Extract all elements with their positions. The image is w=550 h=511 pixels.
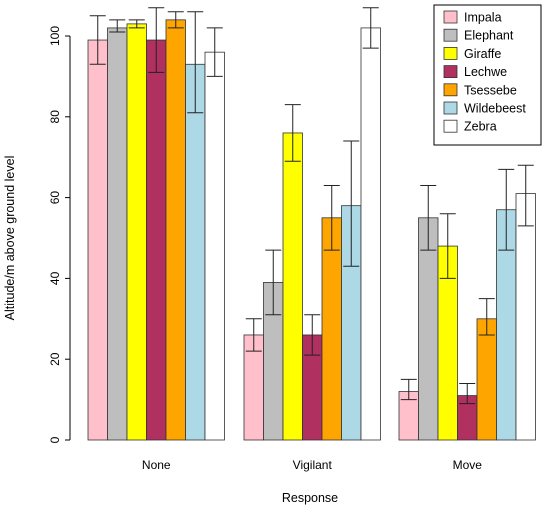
- legend-label-zebra: Zebra: [464, 120, 497, 134]
- error-bar-giraffe-move: [439, 213, 456, 279]
- error-bar-impala-none: [89, 15, 106, 65]
- y-tick-label: 20: [48, 352, 62, 366]
- bar-tsessebe-move: [476, 318, 497, 441]
- legend-label-elephant: Elephant: [464, 29, 514, 43]
- legend-swatch-wildebeest: [443, 101, 458, 115]
- error-bar-tsessebe-none: [167, 11, 184, 29]
- legend-swatch-elephant: [443, 28, 458, 42]
- y-tick-label: 100: [48, 26, 62, 46]
- error-bar-elephant-move: [420, 184, 437, 251]
- bar-impala-none: [87, 39, 108, 441]
- bar-giraffe-none: [126, 23, 147, 441]
- error-bar-wildebeest-none: [187, 11, 204, 114]
- error-bar-giraffe-vigilant: [284, 104, 301, 162]
- bar-tsessebe-none: [165, 19, 186, 441]
- legend-swatch-tsessebe: [443, 83, 458, 97]
- bar-giraffe-vigilant: [282, 132, 303, 441]
- bar-zebra-move: [515, 193, 536, 441]
- y-tick-label: 0: [48, 436, 62, 443]
- error-bar-elephant-vigilant: [265, 249, 282, 316]
- error-bar-lechwe-vigilant: [304, 314, 321, 356]
- bar-elephant-move: [418, 217, 439, 441]
- legend-label-lechwe: Lechwe: [464, 65, 507, 79]
- error-bar-wildebeest-vigilant: [343, 140, 360, 267]
- x-tick-label-none: None: [142, 458, 171, 472]
- y-axis: 0 20 40 60 80 100: [48, 26, 71, 443]
- error-bar-tsessebe-move: [478, 298, 495, 336]
- x-tick-label-vigilant: Vigilant: [293, 458, 333, 472]
- error-bar-impala-move: [400, 378, 417, 401]
- legend-swatch-impala: [443, 10, 458, 24]
- legend-label-giraffe: Giraffe: [464, 47, 501, 61]
- bar-zebra-vigilant: [360, 27, 381, 441]
- error-bar-lechwe-none: [148, 7, 165, 73]
- error-bar-zebra-move: [517, 164, 534, 227]
- error-bar-impala-vigilant: [245, 318, 262, 352]
- y-axis-title: Altitude/m above ground level: [3, 156, 17, 321]
- error-bar-giraffe-none: [128, 19, 145, 29]
- y-tick-label: 40: [48, 271, 62, 285]
- legend-label-tsessebe: Tsessebe: [464, 83, 517, 97]
- bar-lechwe-none: [146, 39, 167, 441]
- legend-swatch-giraffe: [443, 47, 458, 60]
- bar-wildebeest-none: [185, 63, 206, 441]
- legend-swatch-zebra: [443, 119, 458, 133]
- error-bar-lechwe-move: [459, 382, 476, 405]
- y-tick-label: 80: [48, 110, 62, 124]
- bar-elephant-none: [107, 27, 128, 441]
- x-axis-title: Response: [282, 491, 338, 505]
- error-bar-zebra-vigilant: [362, 7, 379, 49]
- legend-label-impala: Impala: [464, 11, 502, 25]
- x-tick-label-move: Move: [453, 458, 483, 472]
- error-bar-zebra-none: [206, 27, 223, 77]
- y-tick-label: 60: [48, 191, 62, 205]
- legend-label-wildebeest: Wildebeest: [464, 102, 526, 116]
- bar-zebra-none: [204, 51, 225, 441]
- x-tick-labels: None Vigilant Move: [142, 458, 482, 472]
- error-bar-tsessebe-vigilant: [323, 184, 340, 251]
- legend-swatch-lechwe: [443, 65, 458, 78]
- error-bar-wildebeest-move: [498, 168, 515, 251]
- error-bars-layer: [89, 7, 534, 405]
- legend: Impala Elephant Giraffe Lechwe Tsessebe Wilde…: [433, 4, 542, 146]
- bar-tsessebe-vigilant: [321, 217, 342, 441]
- error-bar-elephant-none: [109, 19, 126, 33]
